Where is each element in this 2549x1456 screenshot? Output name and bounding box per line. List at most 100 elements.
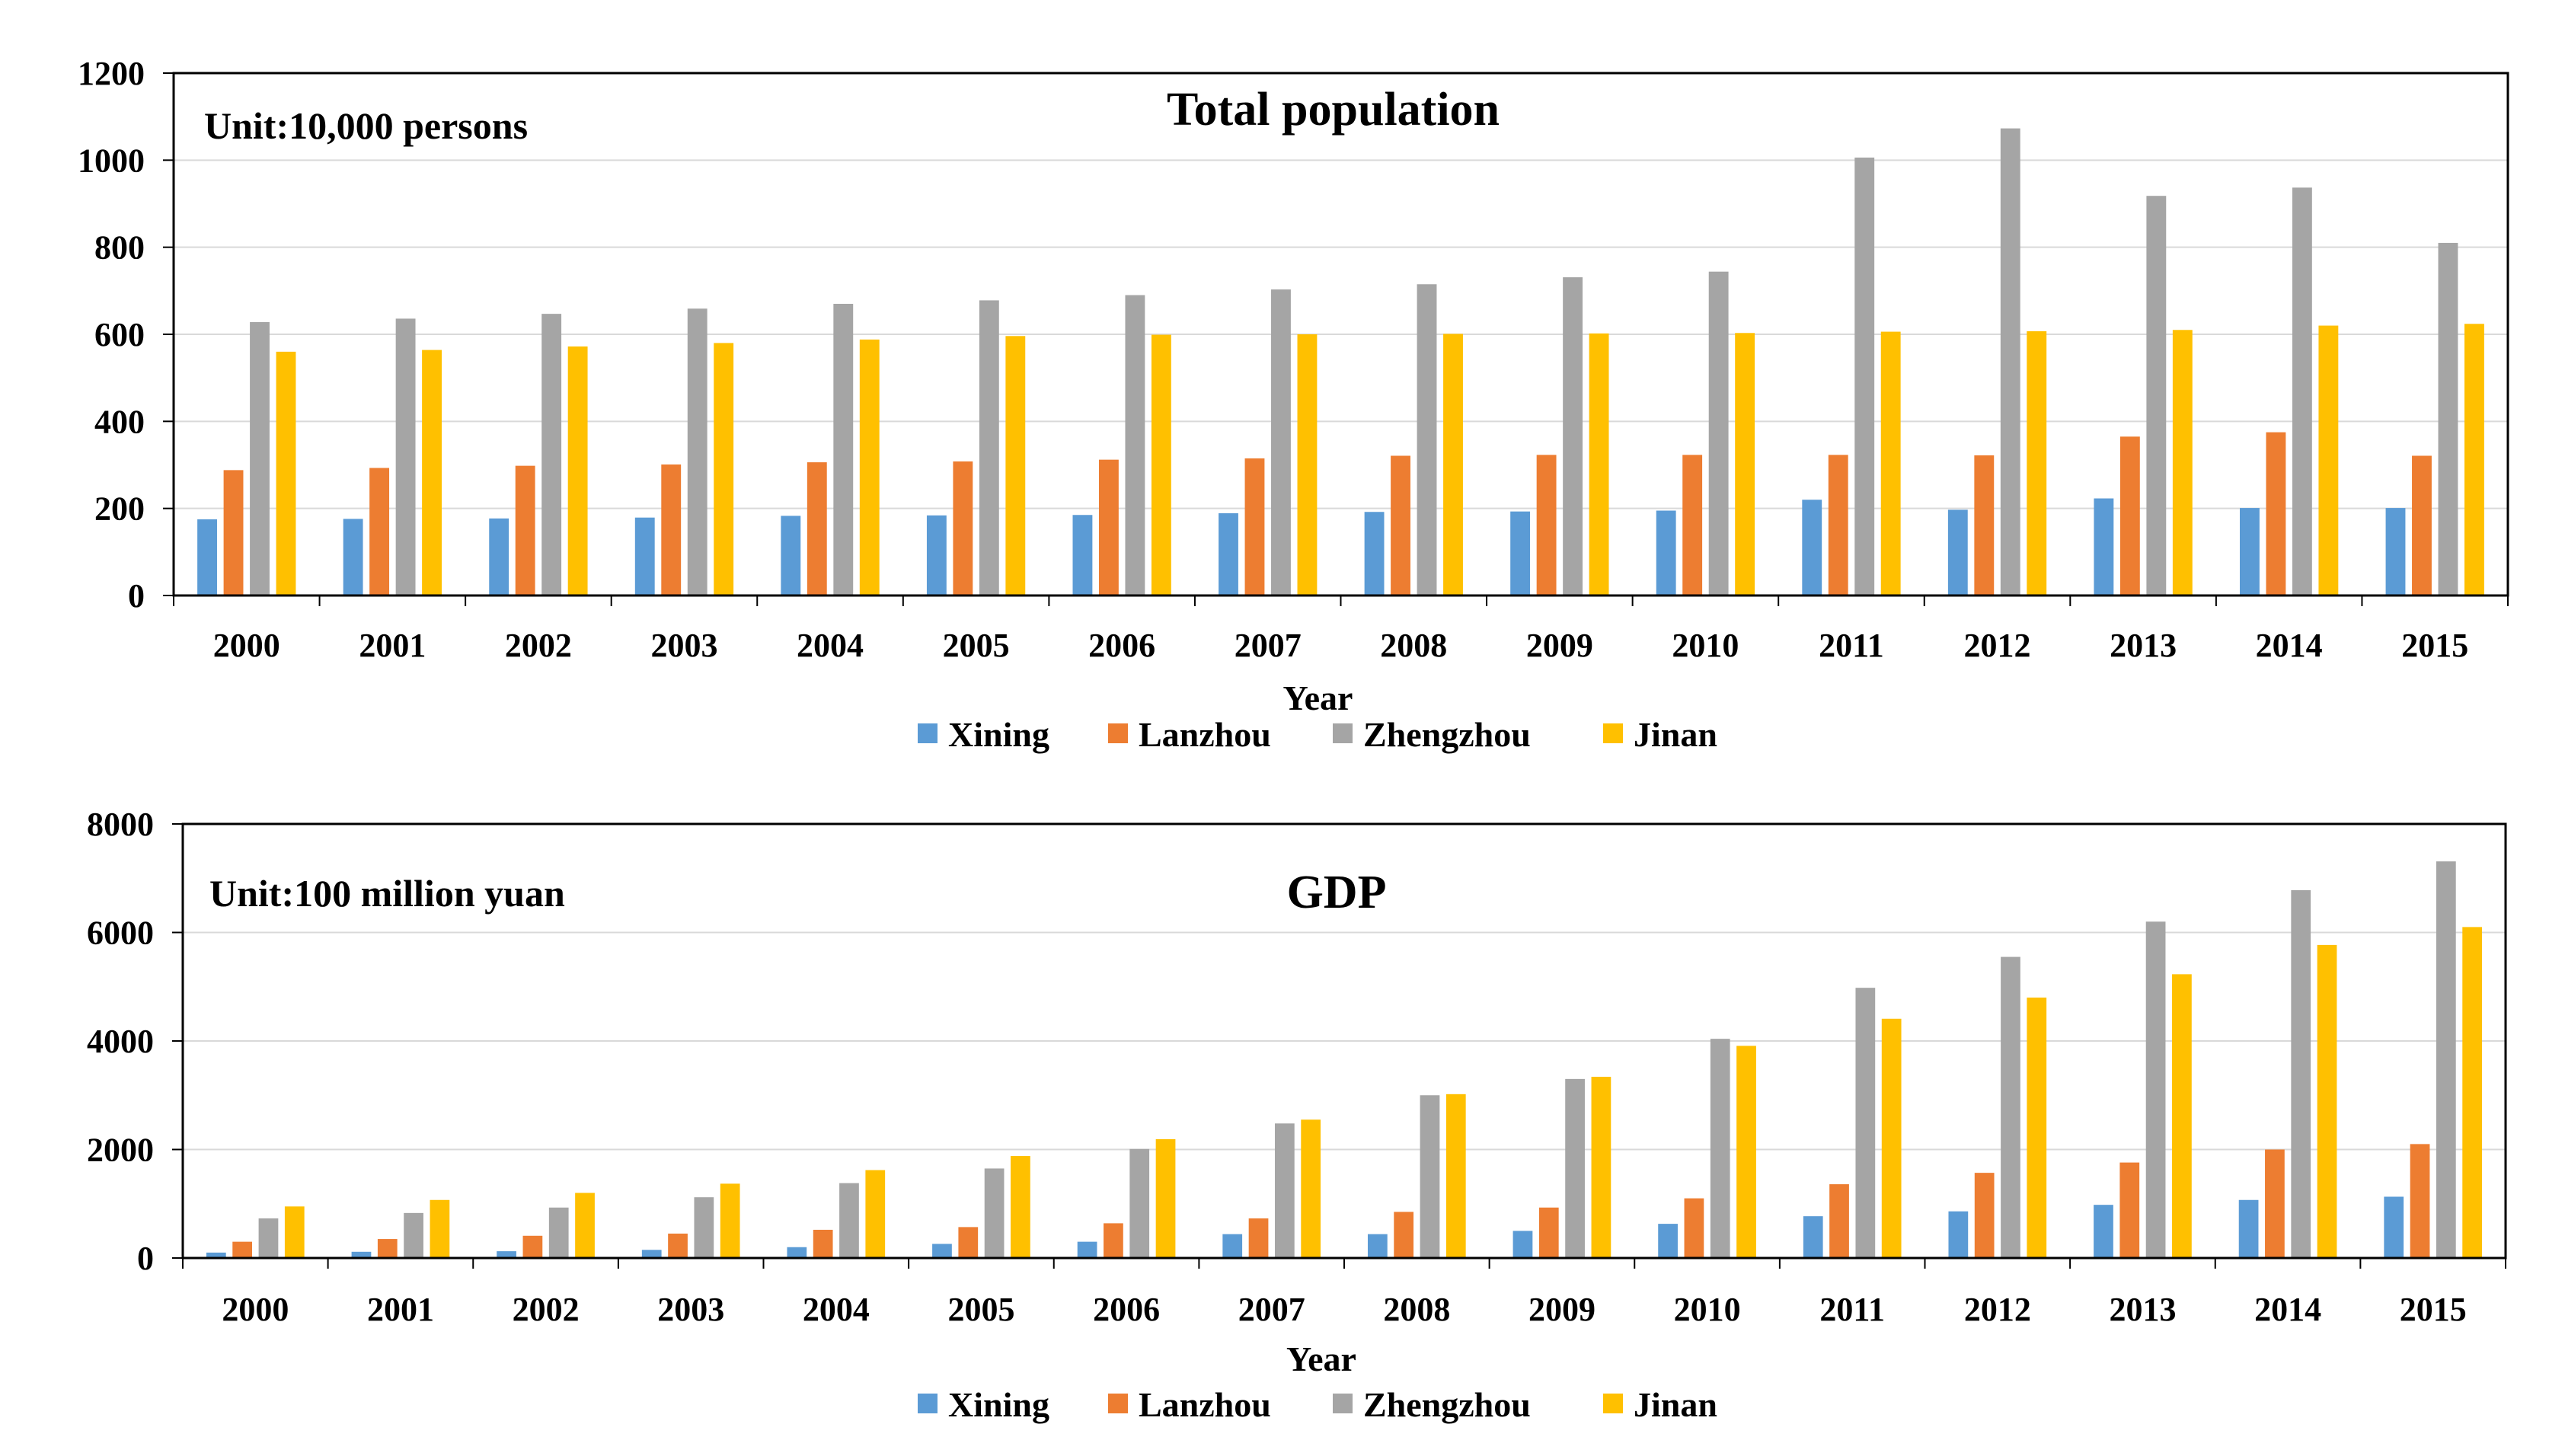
legend-label-zhengzhou: Zhengzhou bbox=[1363, 1385, 1531, 1424]
legend-label-lanzhou: Lanzhou bbox=[1139, 1385, 1271, 1424]
legend-swatch-jinan bbox=[1603, 1394, 1623, 1413]
bar-xining-2003 bbox=[634, 517, 655, 595]
bar-jinan-2013 bbox=[2172, 330, 2193, 595]
bar-xining-2005 bbox=[932, 1244, 952, 1258]
bar-zhengzhou-2007 bbox=[1271, 289, 1291, 595]
bar-jinan-2000 bbox=[276, 351, 296, 595]
x-tick-label: 2011 bbox=[1819, 1291, 1885, 1328]
bar-lanzhou-2007 bbox=[1244, 458, 1265, 595]
bar-xining-2011 bbox=[1803, 1216, 1823, 1258]
bar-xining-2006 bbox=[1077, 1241, 1097, 1258]
bar-zhengzhou-2003 bbox=[694, 1197, 714, 1258]
legend: Xining Lanzhou Zhengzhou Jinan bbox=[918, 715, 1717, 754]
x-tick-label: 2013 bbox=[2109, 1291, 2176, 1328]
bar-jinan-2015 bbox=[2464, 324, 2484, 595]
y-tick-label: 800 bbox=[94, 229, 145, 267]
bar-zhengzhou-2002 bbox=[541, 314, 562, 595]
bar-zhengzhou-2004 bbox=[839, 1183, 859, 1258]
y-tick-label: 200 bbox=[94, 490, 145, 528]
bar-xining-2011 bbox=[1802, 500, 1822, 595]
bar-xining-2000 bbox=[206, 1252, 226, 1258]
bar-jinan-2000 bbox=[284, 1206, 305, 1258]
bar-jinan-2011 bbox=[1880, 331, 1901, 595]
bar-zhengzhou-2003 bbox=[687, 308, 708, 595]
x-tick-label: 2001 bbox=[359, 627, 426, 664]
y-tick-label: 6000 bbox=[87, 915, 154, 952]
bar-jinan-2011 bbox=[1881, 1018, 1902, 1258]
bar-zhengzhou-2006 bbox=[1125, 295, 1145, 595]
x-tick-label: 2012 bbox=[1964, 627, 2031, 664]
x-tick-label: 2009 bbox=[1528, 1291, 1596, 1328]
y-tick-label: 1000 bbox=[78, 142, 145, 179]
bar-lanzhou-2014 bbox=[2265, 1149, 2285, 1258]
bar-zhengzhou-2011 bbox=[1854, 157, 1875, 596]
unit-annotation: Unit:10,000 persons bbox=[204, 104, 528, 147]
legend-label-jinan: Jinan bbox=[1634, 715, 1717, 754]
bar-zhengzhou-2007 bbox=[1274, 1123, 1295, 1258]
bar-lanzhou-2007 bbox=[1248, 1218, 1269, 1258]
x-axis-title: Year bbox=[1283, 679, 1353, 717]
bar-jinan-2014 bbox=[2318, 325, 2339, 595]
x-tick-label: 2011 bbox=[1819, 627, 1884, 664]
bar-jinan-2005 bbox=[1011, 1156, 1030, 1258]
bar-zhengzhou-2009 bbox=[1563, 277, 1583, 595]
bar-jinan-2008 bbox=[1443, 334, 1463, 595]
x-tick-label: 2014 bbox=[2254, 1291, 2321, 1328]
chart-title: Total population bbox=[1167, 84, 1500, 136]
bar-jinan-2003 bbox=[720, 1183, 740, 1258]
bar-lanzhou-2012 bbox=[1974, 455, 1995, 595]
legend-label-xining: Xining bbox=[948, 1385, 1049, 1424]
bar-zhengzhou-2001 bbox=[395, 318, 416, 595]
bar-lanzhou-2009 bbox=[1538, 1207, 1559, 1258]
bar-lanzhou-2013 bbox=[2119, 436, 2140, 595]
bar-xining-2001 bbox=[343, 519, 363, 595]
bar-lanzhou-2003 bbox=[668, 1233, 688, 1258]
bar-xining-2014 bbox=[2240, 508, 2260, 595]
chart-title: GDP bbox=[1287, 867, 1387, 918]
bar-xining-2006 bbox=[1072, 515, 1093, 595]
y-tick-label: 400 bbox=[94, 403, 145, 440]
bar-xining-2001 bbox=[351, 1251, 372, 1258]
legend-label-zhengzhou: Zhengzhou bbox=[1363, 715, 1531, 754]
legend-swatch-lanzhou bbox=[1108, 723, 1128, 743]
legend-swatch-zhengzhou bbox=[1333, 723, 1353, 743]
x-tick-label: 2013 bbox=[2110, 627, 2177, 664]
x-tick-label: 2014 bbox=[2256, 627, 2323, 664]
bar-lanzhou-2001 bbox=[377, 1239, 398, 1258]
x-tick-label: 2004 bbox=[797, 627, 864, 664]
y-tick-label: 4000 bbox=[87, 1023, 154, 1060]
x-tick-label: 2003 bbox=[657, 1291, 724, 1328]
bar-lanzhou-2000 bbox=[223, 470, 244, 595]
x-tick-label: 2007 bbox=[1238, 1291, 1305, 1328]
x-tick-label: 2006 bbox=[1088, 627, 1155, 664]
bar-xining-2002 bbox=[489, 518, 509, 595]
bar-xining-2015 bbox=[2384, 1196, 2404, 1258]
bar-xining-2008 bbox=[1364, 512, 1385, 595]
bar-lanzhou-2001 bbox=[369, 468, 390, 595]
x-tick-label: 2006 bbox=[1093, 1291, 1160, 1328]
bar-zhengzhou-2001 bbox=[404, 1212, 423, 1258]
x-tick-label: 2002 bbox=[513, 1291, 580, 1328]
legend-swatch-lanzhou bbox=[1108, 1394, 1128, 1413]
chart-1: 2000 2001 2002 2003 2004 2005 2006 2007 2008 2009… bbox=[78, 55, 2509, 754]
x-tick-label: 2005 bbox=[943, 627, 1010, 664]
x-axis-title: Year bbox=[1286, 1339, 1356, 1378]
bar-lanzhou-2002 bbox=[515, 465, 535, 595]
legend-label-xining: Xining bbox=[948, 715, 1049, 754]
bar-zhengzhou-2002 bbox=[548, 1207, 569, 1258]
bar-zhengzhou-2012 bbox=[2000, 128, 2020, 595]
bar-jinan-2006 bbox=[1151, 334, 1171, 595]
x-tick-label: 2015 bbox=[2400, 1291, 2467, 1328]
bar-jinan-2009 bbox=[1591, 1077, 1611, 1258]
bar-jinan-2015 bbox=[2462, 927, 2483, 1258]
bar-zhengzhou-2006 bbox=[1129, 1148, 1150, 1258]
bar-lanzhou-2011 bbox=[1829, 1184, 1849, 1258]
bar-jinan-2008 bbox=[1445, 1094, 1466, 1258]
bar-xining-2000 bbox=[197, 519, 217, 595]
legend: Xining Lanzhou Zhengzhou Jinan bbox=[918, 1385, 1717, 1424]
bar-jinan-2009 bbox=[1589, 333, 1609, 595]
bar-jinan-2007 bbox=[1301, 1119, 1321, 1258]
bar-xining-2007 bbox=[1219, 512, 1238, 595]
bar-jinan-2006 bbox=[1155, 1138, 1176, 1258]
bar-lanzhou-2015 bbox=[2410, 1144, 2430, 1258]
